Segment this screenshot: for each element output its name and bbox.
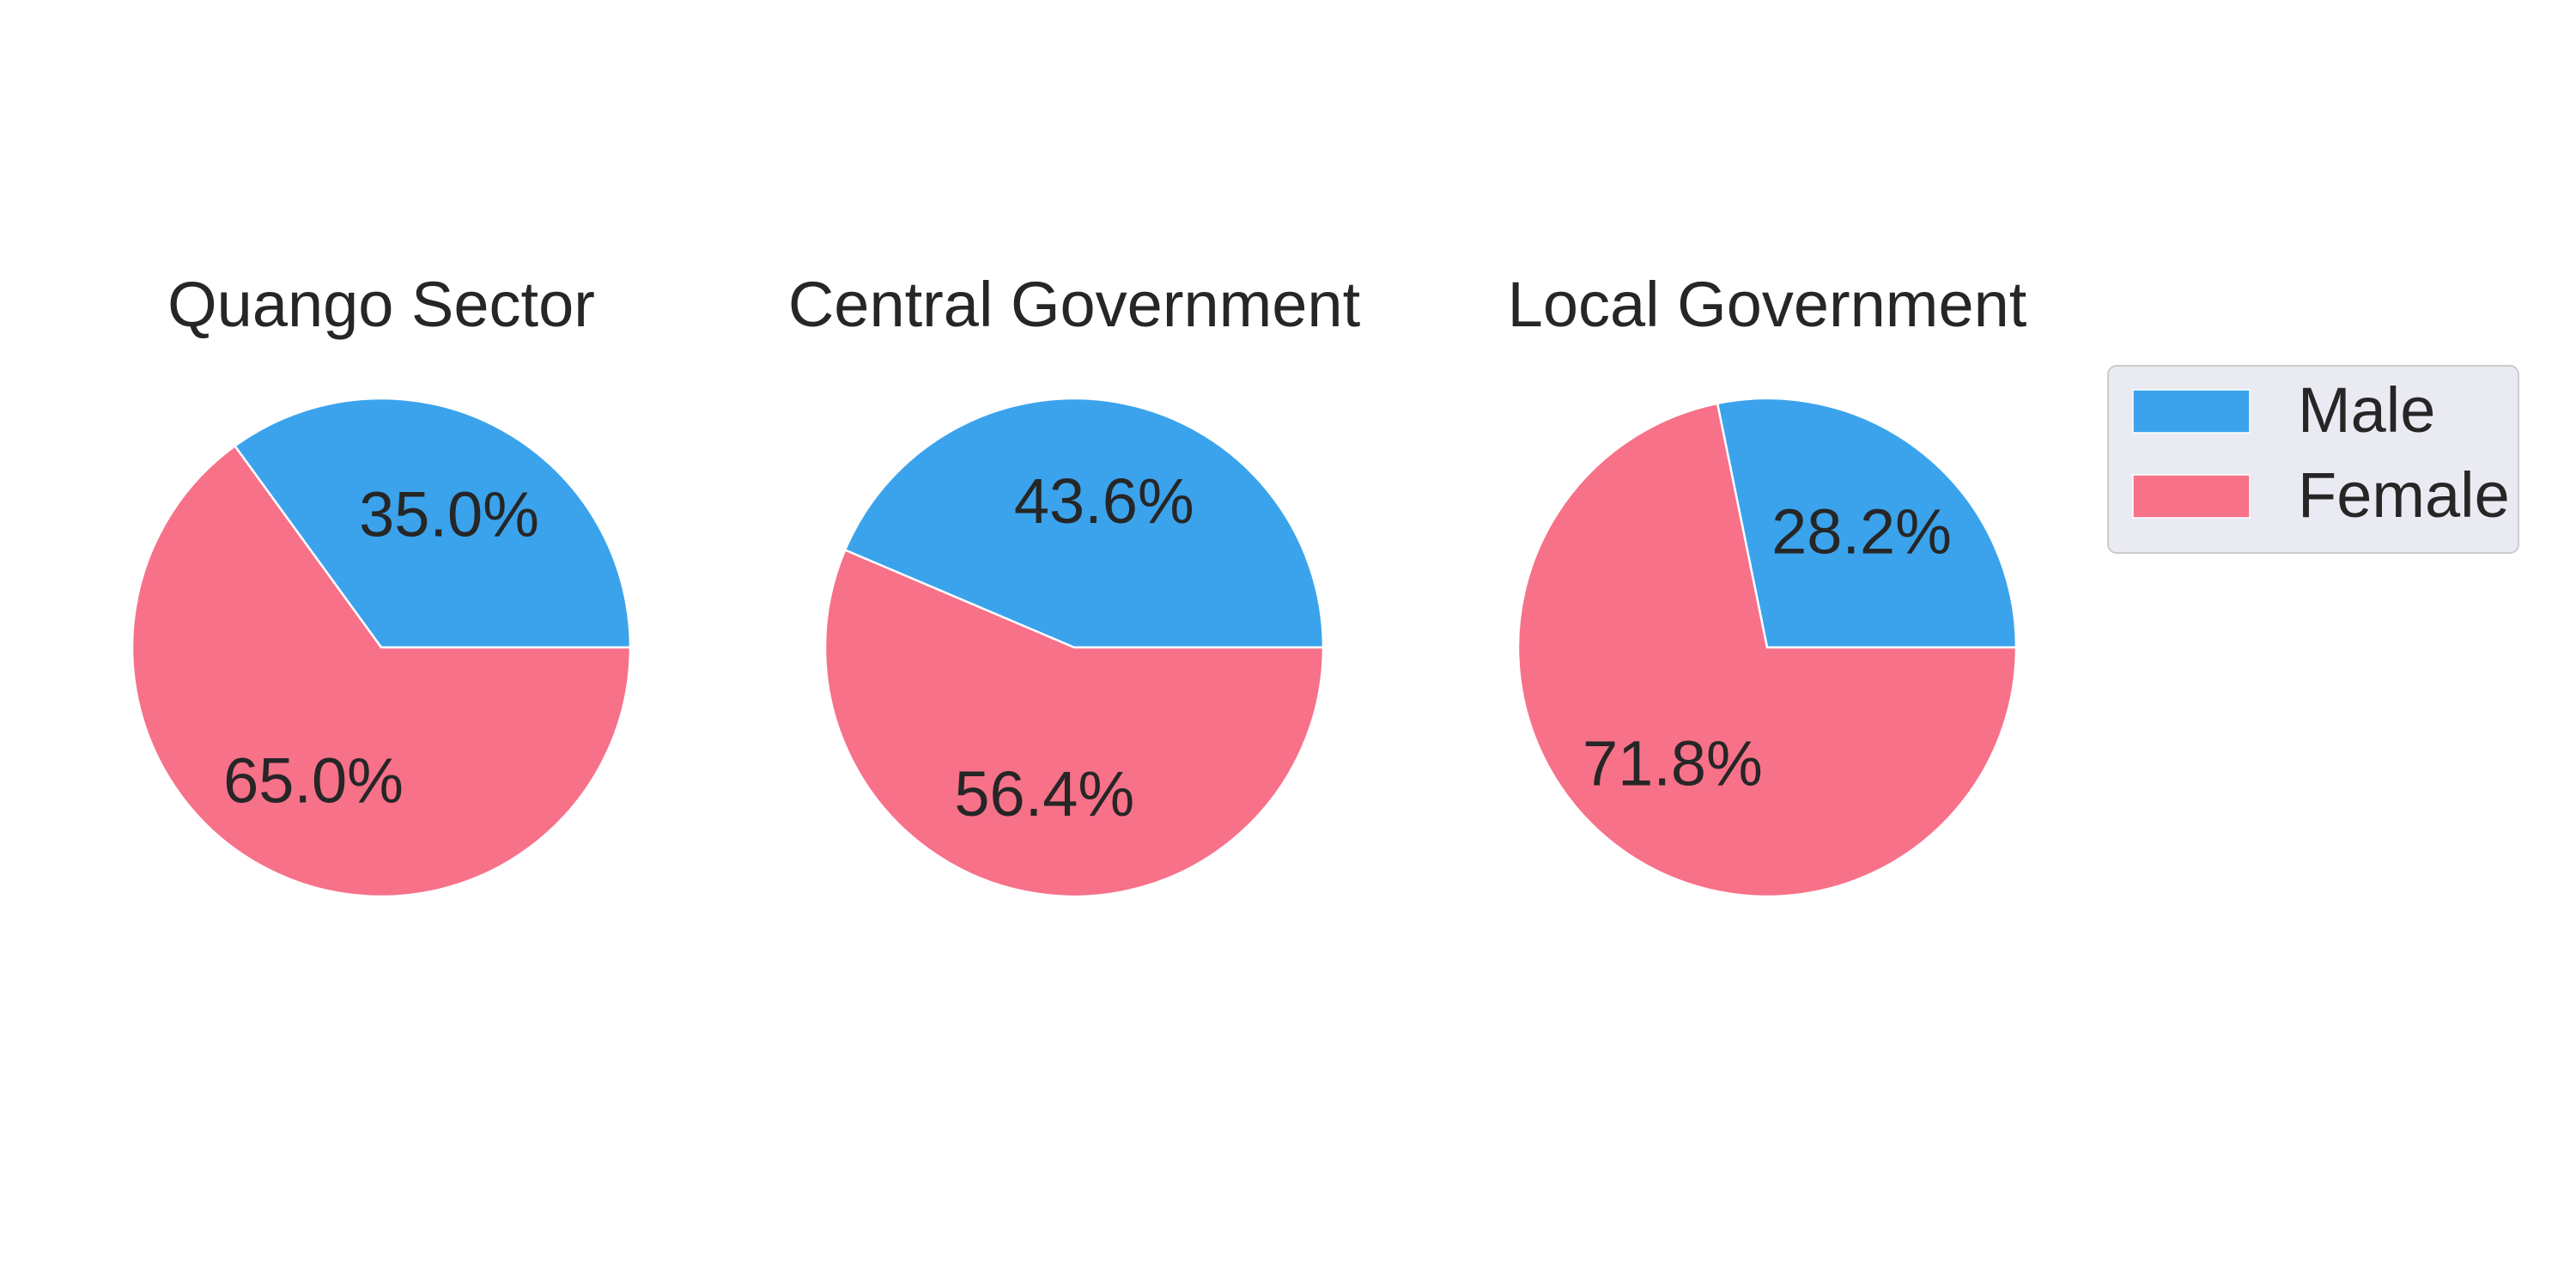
pies-layer: 35.0% 65.0% Quango Sector 43.6% 56.4% Central… — [131, 269, 2027, 898]
slice-label-quango-sector-female: 65.0% — [223, 745, 404, 817]
legend-swatch-male — [2132, 389, 2251, 434]
pie-central-government: 43.6% 56.4% Central Government — [788, 269, 1361, 898]
pie-title-local-government: Local Government — [1508, 269, 2027, 340]
pie-local-government: 28.2% 71.8% Local Government — [1508, 269, 2027, 898]
slice-label-central-government-male: 43.6% — [1014, 465, 1194, 537]
slice-label-central-government-female: 56.4% — [954, 758, 1134, 829]
slice-local-government-male — [1716, 397, 2018, 649]
slice-label-local-government-male: 28.2% — [1771, 496, 1952, 568]
slice-local-government-female — [1516, 402, 2018, 898]
legend-label-female: Female — [2298, 459, 2510, 531]
slice-quango-sector-male — [233, 397, 632, 649]
pie-title-central-government: Central Government — [788, 269, 1361, 340]
legend-label-male: Male — [2298, 374, 2435, 446]
slice-quango-sector-female — [131, 444, 632, 898]
pie-title-quango-sector: Quango Sector — [167, 269, 595, 340]
slice-label-quango-sector-male: 35.0% — [359, 478, 539, 550]
legend-swatch-female — [2132, 474, 2251, 519]
slice-central-government-female — [823, 548, 1325, 898]
slice-label-local-government-female: 71.8% — [1583, 727, 1763, 799]
legend: Male Female — [2107, 365, 2519, 554]
pie-quango-sector: 35.0% 65.0% Quango Sector — [131, 269, 632, 898]
slice-central-government-male — [843, 397, 1325, 649]
